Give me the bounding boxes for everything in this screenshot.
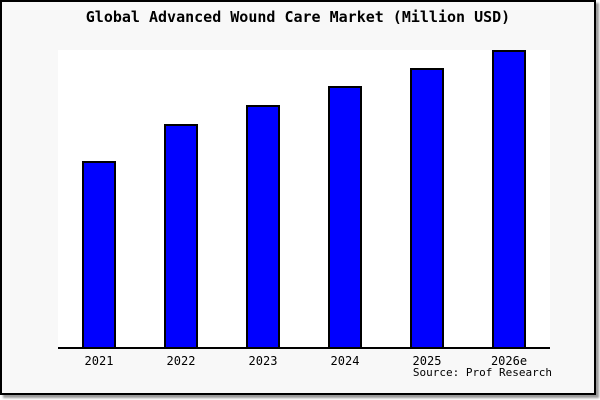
bar-slot <box>58 50 140 347</box>
bar-2023 <box>246 105 280 347</box>
x-tick-label-2021: 2021 <box>84 354 114 368</box>
bar-slot <box>304 50 386 347</box>
bars-container <box>58 50 550 347</box>
bar-slot <box>468 50 550 347</box>
bar-slot <box>140 50 222 347</box>
x-tick-label-2022: 2022 <box>166 354 196 368</box>
bar-2021 <box>82 161 116 347</box>
x-tick-label-2025: 2025 <box>412 354 442 368</box>
source-label: Source: Prof Research <box>412 366 552 379</box>
bar-2022 <box>164 124 198 347</box>
bar-slot <box>386 50 468 347</box>
x-tick-label-2023: 2023 <box>248 354 278 368</box>
bar-slot <box>222 50 304 347</box>
x-tick-label-2026e: 2026e <box>490 354 528 368</box>
x-tick-label-2024: 2024 <box>330 354 360 368</box>
chart-title: Global Advanced Wound Care Market (Milli… <box>85 8 511 26</box>
plot-area <box>58 50 550 349</box>
bar-2026e <box>492 50 526 347</box>
bar-2025 <box>410 68 444 347</box>
bar-2024 <box>328 86 362 347</box>
x-axis-labels: 2021 2022 2023 2024 2025 2026e <box>58 354 550 368</box>
